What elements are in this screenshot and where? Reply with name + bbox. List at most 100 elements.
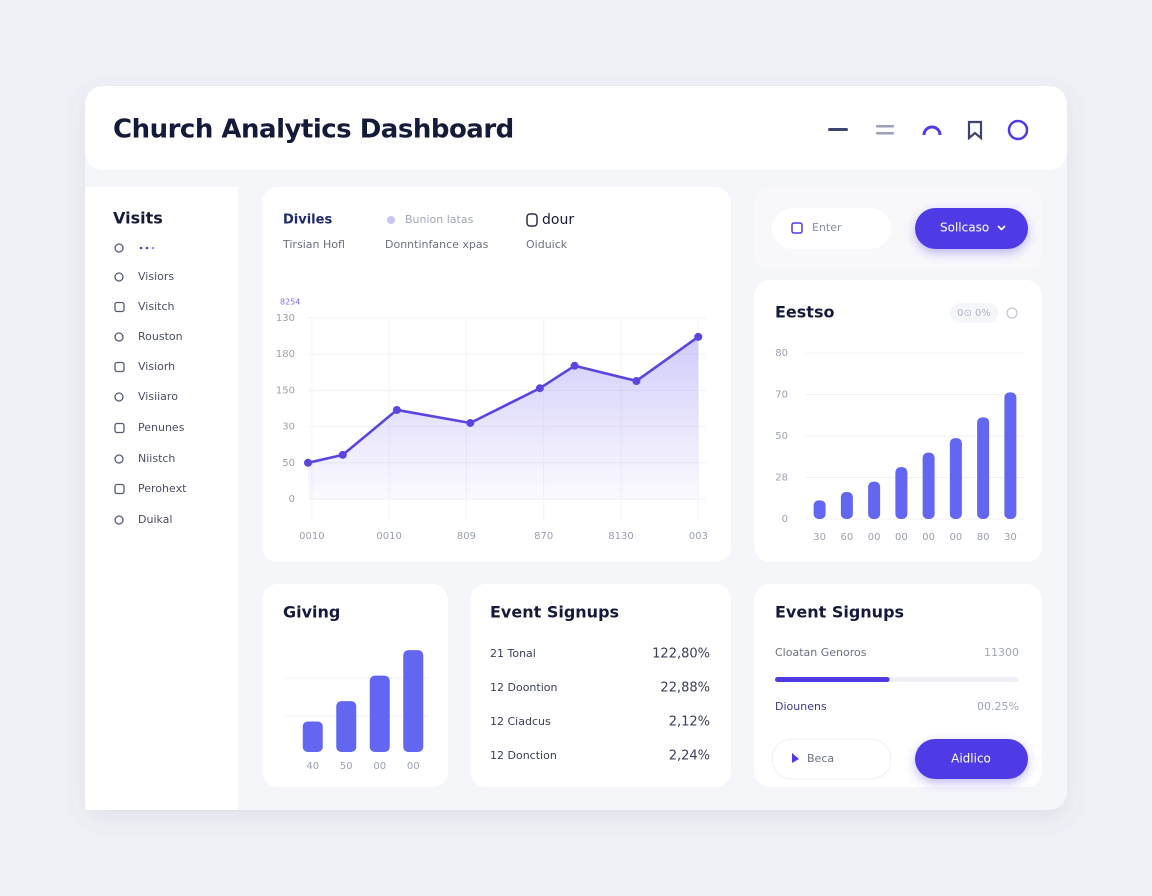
row-value: 00.25% <box>977 700 1019 713</box>
nav-icon <box>114 483 125 495</box>
input-icon <box>791 222 803 234</box>
bar <box>949 438 962 519</box>
row-value: 2,24% <box>669 749 710 764</box>
row-value: 22,88% <box>660 681 710 696</box>
sync-icon[interactable] <box>922 125 942 136</box>
y-tick-label: 28 <box>775 473 788 484</box>
row-label: 12 Donction <box>490 749 557 762</box>
x-tick-label: 00 <box>922 532 935 543</box>
tab-subtitle: Oiduick <box>526 238 568 251</box>
point <box>694 332 703 341</box>
y-tick-label: 130 <box>276 313 295 324</box>
app-title: Church Analytics Dashboard <box>113 115 514 145</box>
nav-icon <box>114 301 125 313</box>
x-tick-label: 00 <box>373 761 386 772</box>
sidebar-title: Visits <box>113 209 163 228</box>
x-tick-label: 809 <box>457 531 476 542</box>
nav-item[interactable]: Rouston <box>138 330 183 343</box>
signups-card <box>470 584 731 787</box>
y-tick-label: 180 <box>276 349 295 360</box>
nav-dot <box>151 246 155 250</box>
x-tick-label: 30 <box>1004 532 1017 543</box>
badge <box>950 303 998 323</box>
bar <box>977 417 990 519</box>
x-tick-label: 0010 <box>299 531 324 542</box>
y-tick-label: 70 <box>775 390 788 401</box>
secondary-button[interactable] <box>771 738 892 780</box>
button-icon <box>792 753 799 763</box>
tab-title[interactable]: dour <box>542 212 574 228</box>
x-tick-label: 80 <box>977 532 990 543</box>
bar <box>813 500 826 519</box>
bar <box>895 467 908 519</box>
x-tick-label: 00 <box>895 532 908 543</box>
row-value: 11300 <box>984 646 1019 659</box>
nav-icon <box>114 454 124 464</box>
chevron <box>997 225 1006 231</box>
bookmark-icon[interactable] <box>967 120 983 141</box>
bar <box>336 701 357 752</box>
select-button[interactable] <box>915 208 1028 249</box>
bar <box>868 481 881 519</box>
nav-item[interactable]: Niistch <box>138 452 175 465</box>
nav-icon <box>114 392 124 402</box>
y-tick-label: 30 <box>282 422 295 433</box>
y-tick-label: 80 <box>775 348 788 359</box>
tab-subtitle: Tirsian Hofl <box>282 238 345 251</box>
giving-chart: 40 50 00 00 <box>302 650 424 772</box>
nav-icon <box>114 515 124 525</box>
y-tick-label: 0 <box>289 494 295 505</box>
x-tick-label: 40 <box>306 761 319 772</box>
nav-item[interactable]: Perohext <box>138 482 187 495</box>
card-title: Eestso <box>775 303 834 322</box>
nav-item[interactable]: Penunes <box>138 421 185 434</box>
nav-list: Visiors Visitch Rouston Visiorh Visiiaro Penu… <box>114 270 187 526</box>
nav-item[interactable]: Visiors <box>138 270 174 283</box>
nav-dot <box>139 246 143 250</box>
x-tick-label: 00 <box>868 532 881 543</box>
bar <box>369 675 390 752</box>
bar-chart: 80 70 50 28 0 30 60 00 00 00 00 80 30 <box>775 348 1024 543</box>
x-tick-label: 0010 <box>376 531 401 542</box>
profile-icon[interactable] <box>1007 119 1029 141</box>
point <box>338 450 347 459</box>
tab-title[interactable]: Diviles <box>283 213 332 228</box>
y-tick-label: 0 <box>782 514 788 525</box>
line <box>307 335 700 465</box>
x-tick-label: 870 <box>534 531 553 542</box>
y-tick-label: 50 <box>282 458 295 469</box>
nav-item[interactable]: Visiiaro <box>138 390 178 403</box>
nav-icon <box>114 361 125 373</box>
tab-subtitle: Donntinfance xpas <box>385 238 489 251</box>
bar <box>403 650 424 752</box>
header-icons <box>828 119 1029 141</box>
nav-item[interactable]: Visiorh <box>138 360 175 373</box>
row-label: 12 Ciadcus <box>490 715 551 728</box>
point <box>535 384 544 393</box>
row-value: 2,12% <box>669 715 710 730</box>
tab-icon <box>387 216 395 224</box>
controls-card <box>754 187 1042 270</box>
unit-note: 8254 <box>280 298 300 307</box>
search-input[interactable] <box>772 208 891 249</box>
button-label: Beca <box>807 752 834 765</box>
tab-title[interactable]: Bunion latas <box>405 213 474 226</box>
row-label: 21 Tonal <box>490 647 536 660</box>
nav-item[interactable]: Duikal <box>138 513 172 526</box>
line-chart: 130 180 150 30 50 0 0010 0010 809 870 8130 003 <box>276 313 708 542</box>
row-label: 12 Doontion <box>490 681 557 694</box>
bar <box>1004 392 1017 519</box>
primary-button[interactable] <box>915 739 1028 779</box>
nav-item[interactable]: Visitch <box>138 300 174 313</box>
nav-dot <box>145 246 149 250</box>
menu-icon[interactable] <box>828 128 848 131</box>
signups-summary-card <box>754 584 1042 787</box>
list-icon-line <box>876 132 894 135</box>
point <box>304 458 312 467</box>
card-title: Giving <box>283 603 340 622</box>
point <box>570 361 579 370</box>
list-icon[interactable] <box>876 125 894 128</box>
nav-icon <box>114 332 124 342</box>
